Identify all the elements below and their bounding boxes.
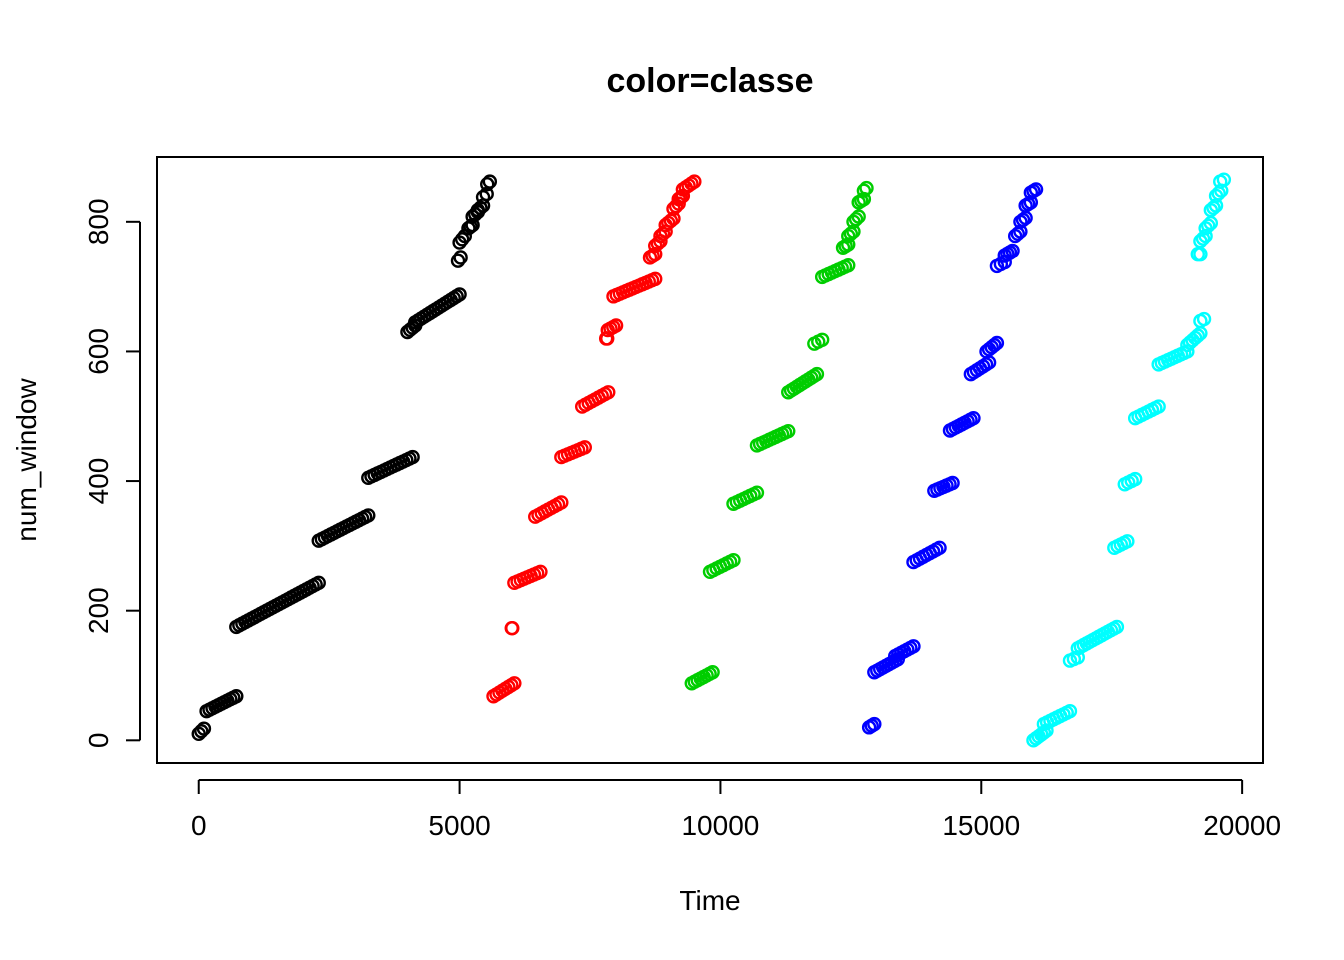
data-point bbox=[1151, 399, 1166, 414]
data-point bbox=[507, 676, 522, 691]
x-axis: 0 5000 10000 15000 20000 bbox=[191, 779, 1281, 841]
y-tick-label: 800 bbox=[83, 198, 114, 245]
series-1 bbox=[191, 174, 498, 742]
data-point bbox=[196, 721, 212, 736]
data-point bbox=[1216, 172, 1232, 187]
data-point bbox=[1028, 182, 1044, 197]
series-2 bbox=[486, 174, 702, 704]
data-point bbox=[705, 665, 720, 680]
data-point bbox=[932, 540, 947, 556]
data-point bbox=[361, 508, 376, 523]
plot-frame bbox=[156, 156, 1264, 764]
data-point bbox=[453, 250, 468, 265]
series-3 bbox=[684, 180, 874, 691]
data-point bbox=[1062, 703, 1078, 719]
x-tick-label: 20000 bbox=[1203, 810, 1281, 841]
data-point bbox=[1201, 218, 1216, 233]
y-tick-label: 200 bbox=[83, 587, 114, 634]
chart-title: color=classe bbox=[607, 62, 814, 100]
data-point bbox=[749, 485, 765, 500]
data-point bbox=[608, 318, 624, 333]
y-tick-label: 600 bbox=[83, 328, 114, 375]
series-5 bbox=[1026, 172, 1232, 748]
data-point bbox=[841, 258, 856, 273]
y-axis-title: num_window bbox=[11, 378, 42, 542]
data-point bbox=[814, 332, 830, 347]
data-point bbox=[311, 575, 326, 591]
data-point bbox=[1196, 311, 1212, 327]
data-point bbox=[675, 188, 691, 204]
data-point bbox=[450, 253, 466, 268]
y-axis: 0 200 400 600 800 bbox=[83, 198, 141, 749]
data-point bbox=[554, 495, 569, 510]
data-point bbox=[648, 271, 663, 287]
data-point bbox=[454, 232, 470, 247]
y-tick-label: 400 bbox=[83, 458, 114, 505]
data-point bbox=[577, 440, 592, 455]
data-point bbox=[851, 209, 866, 224]
data-point bbox=[1005, 243, 1020, 259]
x-tick-label: 5000 bbox=[428, 810, 490, 841]
data-point bbox=[809, 366, 825, 382]
data-point bbox=[505, 620, 520, 636]
data-point bbox=[987, 337, 1002, 353]
data-point bbox=[229, 689, 244, 704]
data-point bbox=[480, 177, 495, 192]
data-point bbox=[856, 183, 872, 198]
data-point bbox=[671, 196, 686, 211]
data-point bbox=[405, 449, 420, 465]
data-point bbox=[601, 385, 616, 400]
data-point bbox=[726, 552, 741, 568]
data-point bbox=[1109, 619, 1125, 635]
data-point bbox=[859, 180, 874, 196]
data-point bbox=[1180, 344, 1195, 359]
y-tick-label: 0 bbox=[83, 733, 114, 749]
data-point bbox=[1127, 471, 1143, 487]
data-point bbox=[945, 475, 960, 491]
data-point bbox=[906, 639, 921, 654]
data-point bbox=[989, 335, 1005, 351]
data-point bbox=[1190, 328, 1205, 343]
data-point bbox=[475, 189, 491, 205]
data-points bbox=[191, 172, 1232, 748]
data-point bbox=[966, 411, 981, 426]
data-point bbox=[848, 212, 864, 227]
data-point bbox=[194, 724, 209, 739]
data-point bbox=[533, 564, 548, 579]
data-point bbox=[781, 423, 796, 439]
x-axis-title: Time bbox=[679, 885, 740, 916]
x-tick-label: 10000 bbox=[681, 810, 759, 841]
data-point bbox=[687, 174, 702, 189]
series-4 bbox=[861, 182, 1044, 735]
data-point bbox=[482, 174, 498, 189]
data-point bbox=[867, 716, 882, 732]
data-point bbox=[452, 287, 467, 302]
data-point bbox=[1120, 534, 1135, 549]
x-tick-label: 15000 bbox=[942, 810, 1020, 841]
x-tick-label: 0 bbox=[191, 810, 207, 841]
